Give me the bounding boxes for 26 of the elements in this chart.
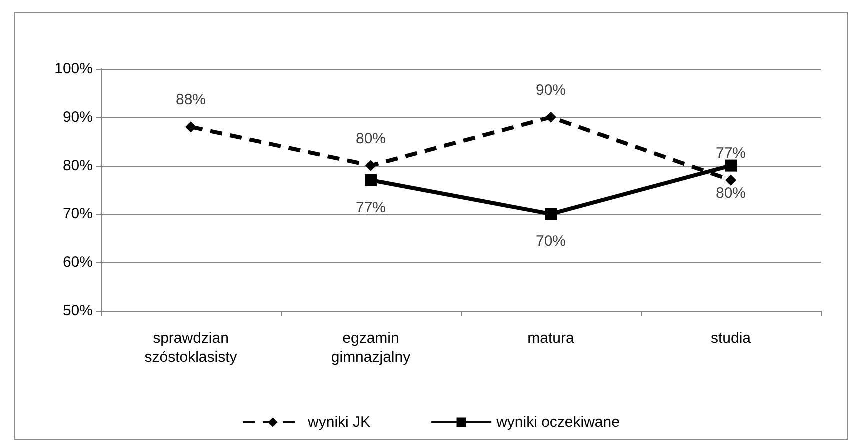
data-label: 80% [356,130,386,148]
point [366,160,376,172]
y-tick-label: 80% [62,157,93,174]
y-tick-label: 100% [54,60,93,78]
x-tick-label: matura [528,330,575,347]
x-tick-label: studia [710,330,752,347]
x-tick-label: egzamin gimnazjalny [331,330,412,366]
point [725,160,737,172]
y-tick-label: 60% [62,254,93,272]
y-tick-label: 70% [62,206,93,223]
y-tick-label: 90% [62,108,93,126]
x-tick-label: sprawdzian szóstoklasisty [144,330,238,366]
point [546,112,556,123]
point [365,174,377,186]
data-label: 77% [716,144,746,162]
legend-label: wyniki JK [307,414,371,431]
data-label: 90% [536,82,566,99]
point [186,122,196,133]
data-label: 70% [536,233,566,250]
point [545,208,557,220]
point [726,174,736,186]
data-label: 80% [716,184,746,202]
y-tick-label: 50% [62,302,93,320]
legend-label: wyniki oczekiwane [496,414,620,431]
data-label: 88% [176,92,206,109]
data-label: 77% [356,199,386,216]
